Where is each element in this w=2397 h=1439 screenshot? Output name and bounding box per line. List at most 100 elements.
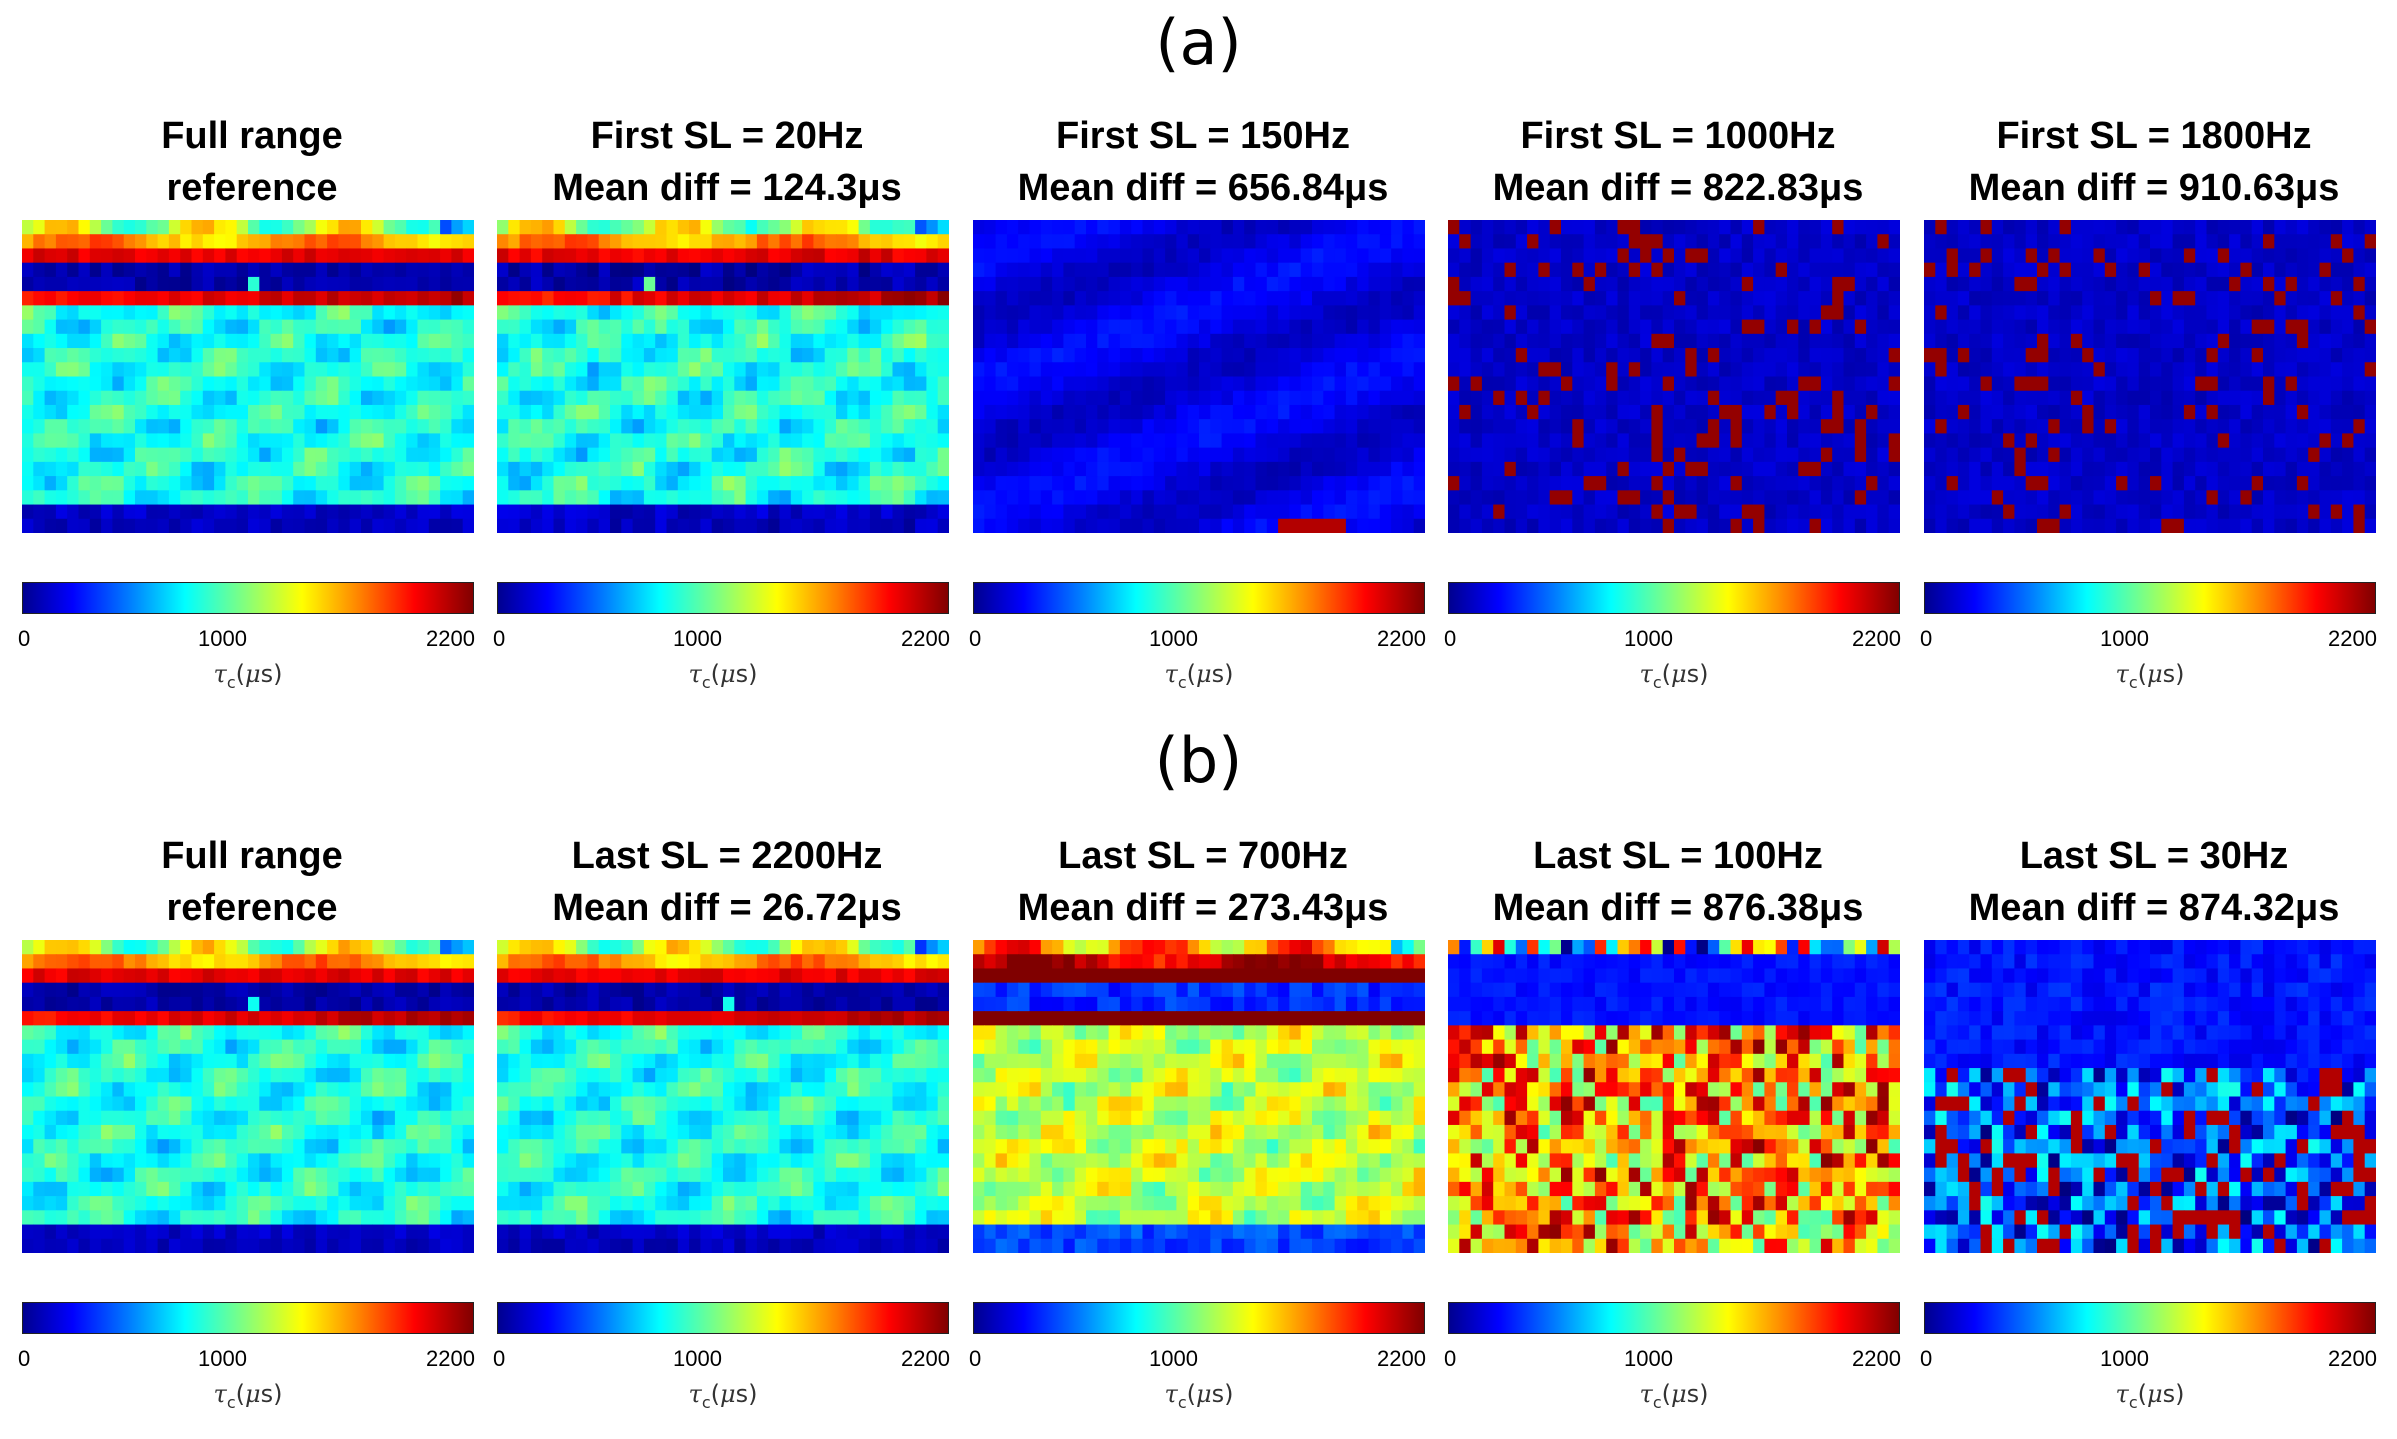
heatmap-cell: [2240, 518, 2253, 533]
heatmap-cell: [1775, 390, 1788, 406]
heatmap-cell: [858, 476, 871, 491]
heatmap-cell: [711, 362, 724, 378]
heatmap-cell: [1063, 518, 1076, 533]
heatmap-cell: [666, 447, 679, 463]
heatmap-cell: [666, 305, 679, 321]
heatmap-cell: [428, 996, 441, 1012]
heatmap-cell: [1086, 504, 1098, 520]
heatmap-cell: [293, 1096, 306, 1112]
heatmap-cell: [372, 461, 385, 477]
heatmap-cell: [101, 319, 113, 335]
heatmap-cell: [157, 954, 170, 970]
heatmap-cell: [1255, 305, 1268, 321]
heatmap-cell: [836, 262, 848, 278]
heatmap-cell: [1696, 262, 1709, 278]
heatmap-cell: [281, 291, 294, 306]
heatmap-cell: [1006, 333, 1019, 349]
heatmap-cell: [655, 348, 668, 363]
heatmap-cell: [1187, 319, 1200, 335]
heatmap-cell: [55, 1096, 68, 1112]
tau-subscript: c: [701, 672, 711, 692]
heatmap-cell: [191, 362, 204, 378]
heatmap-cell: [2206, 276, 2219, 292]
heatmap-cell: [146, 982, 159, 998]
heatmap-cell: [101, 447, 113, 463]
heatmap-cell: [417, 996, 430, 1012]
heatmap-cell: [2183, 447, 2196, 463]
heatmap-cell: [394, 1096, 407, 1112]
heatmap-cell: [112, 954, 125, 970]
heatmap-cell: [406, 476, 419, 491]
heatmap-cell: [1617, 390, 1630, 406]
heatmap-cell: [1515, 362, 1528, 378]
heatmap-cell: [1798, 404, 1811, 420]
heatmap-cell: [643, 291, 656, 306]
heatmap-cell: [304, 1039, 317, 1055]
heatmap-cell: [1210, 476, 1223, 491]
heatmap-cell: [180, 490, 193, 506]
heatmap-cell: [349, 447, 362, 463]
heatmap-cell: [508, 220, 521, 235]
heatmap-cell: [1561, 234, 1573, 250]
heatmap-cell: [1278, 276, 1290, 292]
heatmap-cell: [1935, 447, 1948, 463]
heatmap-cell: [112, 1025, 125, 1041]
heatmap-cell: [168, 940, 181, 955]
heatmap-cell: [157, 1110, 170, 1126]
heatmap-cell: [1345, 319, 1358, 335]
heatmap-cell: [123, 276, 136, 292]
heatmap-cell: [564, 504, 577, 520]
heatmap-cell: [304, 404, 317, 420]
heatmap-cell: [576, 419, 588, 435]
heatmap-cell: [2319, 362, 2332, 378]
heatmap-cell: [417, 305, 430, 321]
heatmap-cell: [214, 1053, 226, 1069]
heatmap-cell: [281, 220, 294, 235]
heatmap-cell: [824, 504, 837, 520]
heatmap-cell: [2138, 220, 2151, 235]
heatmap-cell: [530, 419, 543, 435]
heatmap-cell: [2217, 220, 2230, 235]
heatmap-cell: [1504, 291, 1517, 306]
heatmap-cell: [1176, 390, 1189, 406]
heatmap-cell: [1561, 376, 1573, 392]
heatmap-cell: [440, 433, 452, 449]
heatmap-cell: [1504, 276, 1517, 292]
heatmap-cell: [768, 248, 781, 264]
heatmap-cell: [361, 490, 373, 506]
heatmap-cell: [1640, 348, 1652, 363]
heatmap-cell: [1549, 291, 1562, 306]
heatmap-cell: [372, 504, 385, 520]
heatmap-cell: [1481, 461, 1494, 477]
heatmap-cell: [462, 234, 474, 250]
heatmap-cell: [598, 291, 611, 306]
heatmap-cell: [2059, 291, 2072, 306]
heatmap-cell: [1210, 518, 1223, 533]
heatmap-cell: [1074, 447, 1087, 463]
heatmap-cell: [1628, 461, 1641, 477]
heatmap-cell: [790, 433, 803, 449]
heatmap-cell: [610, 476, 622, 491]
heatmap-cell: [2229, 404, 2241, 420]
heatmap-cell: [361, 1011, 373, 1026]
heatmap-cell: [1594, 262, 1607, 278]
heatmap-cell: [1719, 461, 1732, 477]
heatmap-cell: [1052, 518, 1064, 533]
heatmap-cell: [1946, 348, 1959, 363]
heatmap-cell: [903, 276, 916, 292]
heatmap-cell: [2364, 518, 2376, 533]
unit-open: (: [710, 660, 720, 688]
heatmap-cell: [101, 996, 113, 1012]
heatmap-cell: [1957, 461, 1970, 477]
heatmap-cell: [349, 348, 362, 363]
heatmap-cell: [2059, 348, 2072, 363]
heatmap-cell: [315, 404, 328, 420]
heatmap-cell: [349, 1110, 362, 1126]
heatmap-cell: [451, 954, 464, 970]
heatmap-cell: [1957, 518, 1970, 533]
heatmap-cell: [1199, 390, 1211, 406]
heatmap-cell: [1561, 220, 1573, 235]
heatmap-cell: [1617, 461, 1630, 477]
heatmap-cell: [55, 362, 68, 378]
heatmap-cell: [1391, 234, 1403, 250]
